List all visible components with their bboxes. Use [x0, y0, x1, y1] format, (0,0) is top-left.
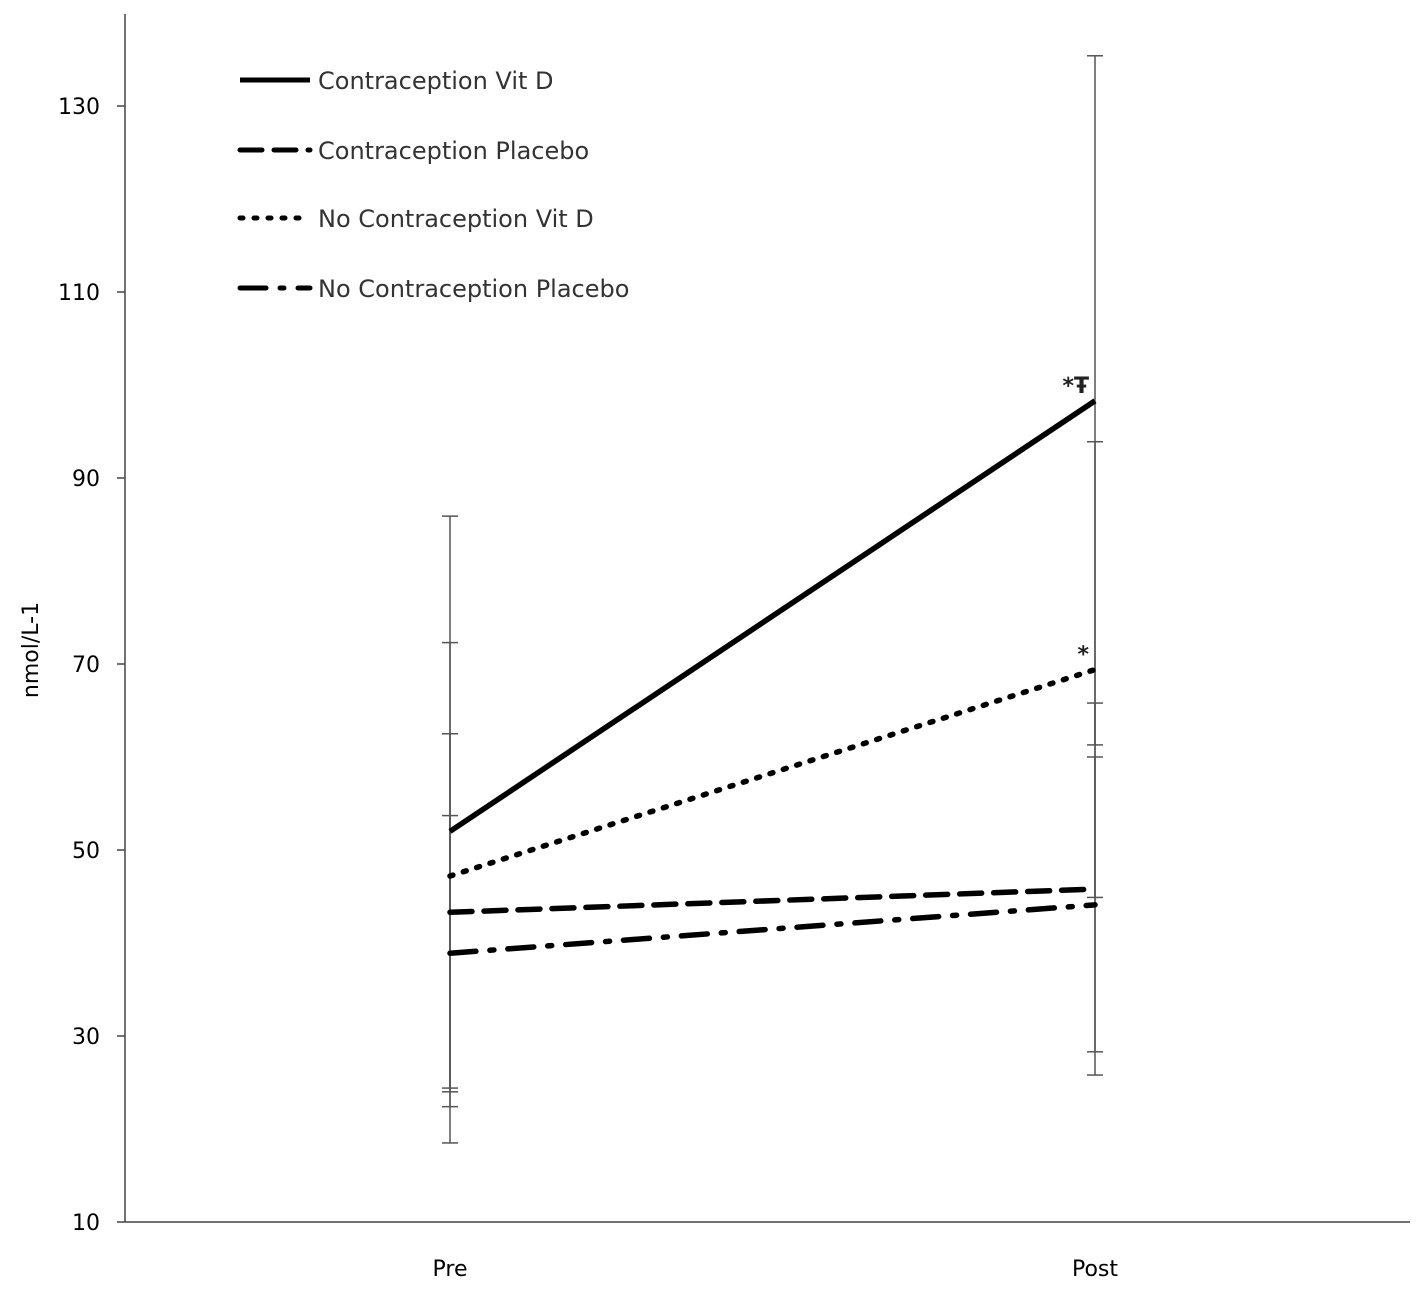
y-tick-label: 90	[72, 467, 100, 492]
significance-annotation: *Ŧ	[1062, 374, 1089, 399]
y-tick-label: 130	[58, 95, 100, 120]
legend-label: No Contraception Placebo	[318, 275, 629, 303]
y-tick-label: 30	[72, 1025, 100, 1050]
y-tick-label: 50	[72, 839, 100, 864]
x-tick-label: Pre	[433, 1257, 468, 1282]
y-tick-label: 70	[72, 653, 100, 678]
y-tick-label: 10	[72, 1211, 100, 1236]
series-line-contraception-placebo	[447, 886, 1098, 916]
legend-label: Contraception Vit D	[318, 67, 554, 95]
series-line-contraception-vit-d	[448, 398, 1097, 834]
x-tick-label: Post	[1072, 1257, 1118, 1282]
y-tick-label: 110	[58, 281, 100, 306]
legend-label: Contraception Placebo	[318, 137, 589, 165]
significance-annotation: *	[1077, 643, 1089, 668]
series-line-no-contraception-vit-d	[447, 666, 1098, 879]
y-axis-label: nmol/L-1	[19, 602, 44, 698]
series-line-no-contraception-placebo	[447, 902, 1098, 956]
legend-label: No Contraception Vit D	[318, 205, 594, 233]
